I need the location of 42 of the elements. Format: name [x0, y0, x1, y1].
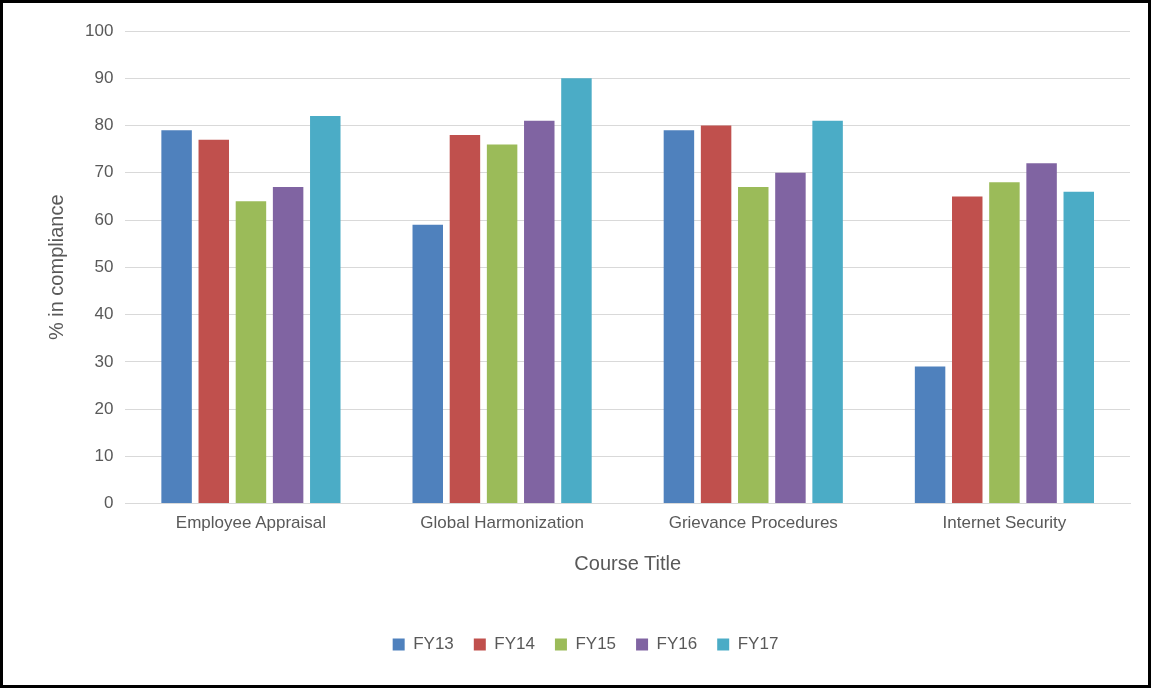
y-tick-label: 90: [94, 67, 114, 87]
legend-label: FY17: [737, 634, 779, 654]
bar: [449, 134, 481, 504]
bar: [952, 196, 983, 504]
y-tick-label: 60: [94, 209, 114, 229]
y-tick-label: 20: [94, 398, 114, 418]
y-tick-label: 10: [94, 446, 114, 466]
y-tick-label: 0: [103, 493, 114, 513]
bar: [486, 144, 518, 504]
bar: [561, 78, 592, 504]
bar: [412, 224, 443, 504]
bar: [738, 186, 769, 504]
y-tick-label: 30: [94, 351, 114, 371]
bar: [198, 139, 230, 504]
bar: [812, 120, 843, 504]
y-axis-title: % in compliance: [44, 194, 67, 341]
y-tick-label: 40: [94, 304, 114, 324]
bar: [700, 125, 732, 504]
bar: [914, 366, 946, 504]
bar: [161, 130, 192, 504]
legend-label: FY13: [413, 634, 454, 654]
bar: [310, 116, 341, 504]
bar: [989, 182, 1020, 504]
x-tick-label: Grievance Procedures: [668, 513, 838, 533]
bar: [524, 120, 555, 504]
y-tick-label: 50: [94, 256, 114, 276]
x-axis-title: Course Title: [574, 551, 682, 574]
bar: [1063, 191, 1094, 504]
legend-label: FY16: [656, 634, 698, 654]
y-tick-label: 100: [84, 20, 114, 40]
bar: [235, 201, 267, 504]
y-tick-label: 70: [94, 162, 114, 182]
y-tick-label: 80: [94, 115, 114, 135]
x-tick-label: Internet Security: [942, 513, 1067, 533]
legend-label: FY14: [494, 634, 535, 654]
bar: [663, 130, 695, 504]
bar: [775, 172, 806, 504]
x-tick-label: Employee Appraisal: [175, 513, 327, 533]
x-tick-label: Global Harmonization: [420, 513, 584, 533]
legend-label: FY15: [575, 634, 617, 654]
bar: [1026, 163, 1057, 504]
bar: [272, 186, 304, 504]
